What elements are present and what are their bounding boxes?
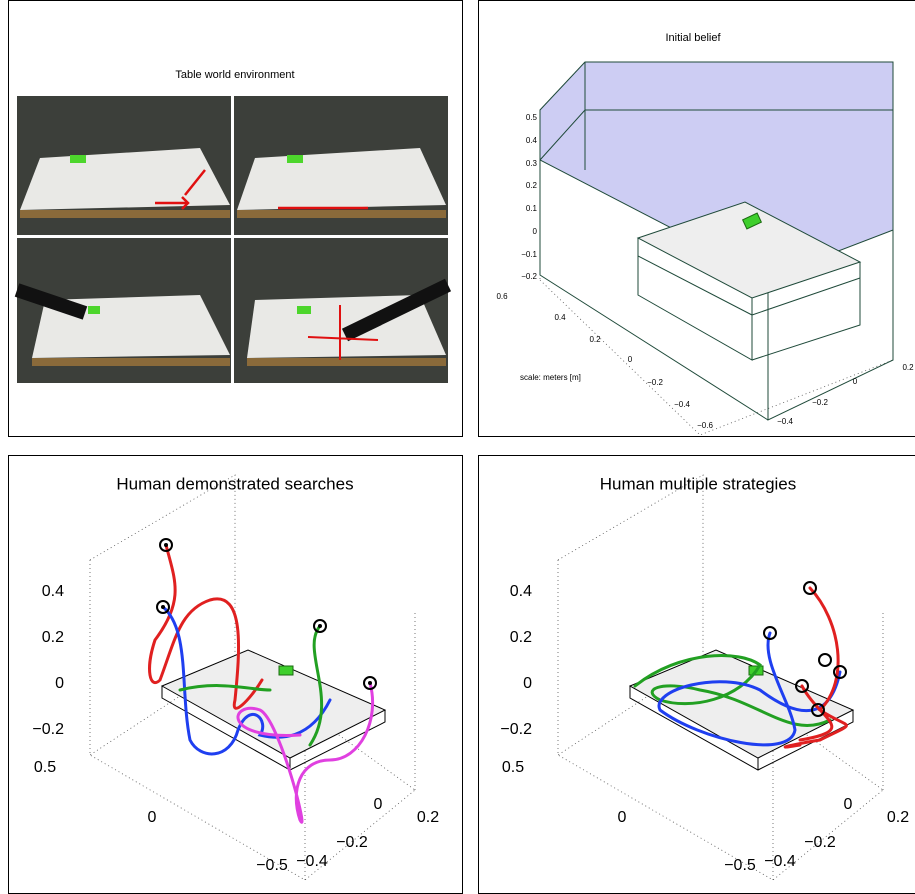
z-tick-label: 0.1 [526, 204, 538, 213]
y-tick-label: −0.2 [647, 378, 663, 387]
panel-title: Human multiple strategies [600, 474, 797, 493]
x-tick-label: 0 [853, 377, 858, 386]
z-tick-label: 0.3 [526, 159, 538, 168]
z-tick-label: 0.4 [510, 583, 532, 600]
y-tick-label: 0 [618, 809, 627, 826]
z-tick-label: 0.2 [42, 629, 64, 646]
y-tick-label: −0.5 [256, 857, 288, 874]
photo [234, 96, 448, 235]
x-tick-label: −0.4 [296, 853, 328, 870]
panel-title: Table world environment [175, 69, 294, 81]
z-tick-label: −0.2 [500, 721, 532, 738]
y-tick-label: −0.6 [697, 421, 713, 430]
z-tick-label: 0.5 [526, 113, 538, 122]
z-tick-label: 0 [533, 227, 538, 236]
y-tick-label: 0 [628, 355, 633, 364]
photo-grid [14, 96, 452, 383]
y-tick-label: 0.2 [589, 335, 601, 344]
x-tick-label: −0.2 [336, 834, 368, 851]
scene-3d [557, 474, 884, 881]
z-tick-label: 0.4 [526, 136, 538, 145]
y-tick-label: 0.4 [554, 313, 566, 322]
z-tick-label: −0.2 [521, 272, 537, 281]
panel-frame [478, 0, 915, 437]
x-tick-label: 0.2 [887, 809, 909, 826]
x-tick-label: 0 [374, 796, 383, 813]
z-tick-label: −0.1 [521, 250, 537, 259]
photo [14, 238, 231, 383]
y-tick-label: 0.5 [34, 759, 56, 776]
y-tick-label: −0.4 [674, 400, 690, 409]
x-tick-label: 0.2 [417, 809, 439, 826]
x-tick-label: −0.2 [804, 834, 836, 851]
z-tick-label: 0.2 [526, 181, 538, 190]
z-tick-label: 0 [55, 675, 64, 692]
x-tick-label: 0.2 [902, 363, 914, 372]
photo [234, 238, 452, 383]
panel-title: Human demonstrated searches [116, 474, 353, 493]
x-tick-label: 0 [844, 796, 853, 813]
scene-3d [89, 474, 416, 881]
z-tick-label: −0.2 [32, 721, 64, 738]
y-tick-label: 0.5 [502, 759, 524, 776]
x-tick-label: −0.4 [764, 853, 796, 870]
y-tick-label: 0.6 [496, 292, 508, 301]
panel-title: Initial belief [665, 32, 721, 44]
photo [17, 96, 231, 235]
y-tick-label: 0 [148, 809, 157, 826]
z-tick-label: 0 [523, 675, 532, 692]
panel-frame [8, 0, 463, 437]
z-tick-label: 0.2 [510, 629, 532, 646]
x-tick-label: −0.2 [812, 398, 828, 407]
x-tick-label: −0.4 [777, 417, 793, 426]
y-tick-label: −0.5 [724, 857, 756, 874]
scale-note: scale: meters [m] [520, 373, 581, 382]
belief-box [539, 61, 894, 436]
z-tick-label: 0.4 [42, 583, 64, 600]
